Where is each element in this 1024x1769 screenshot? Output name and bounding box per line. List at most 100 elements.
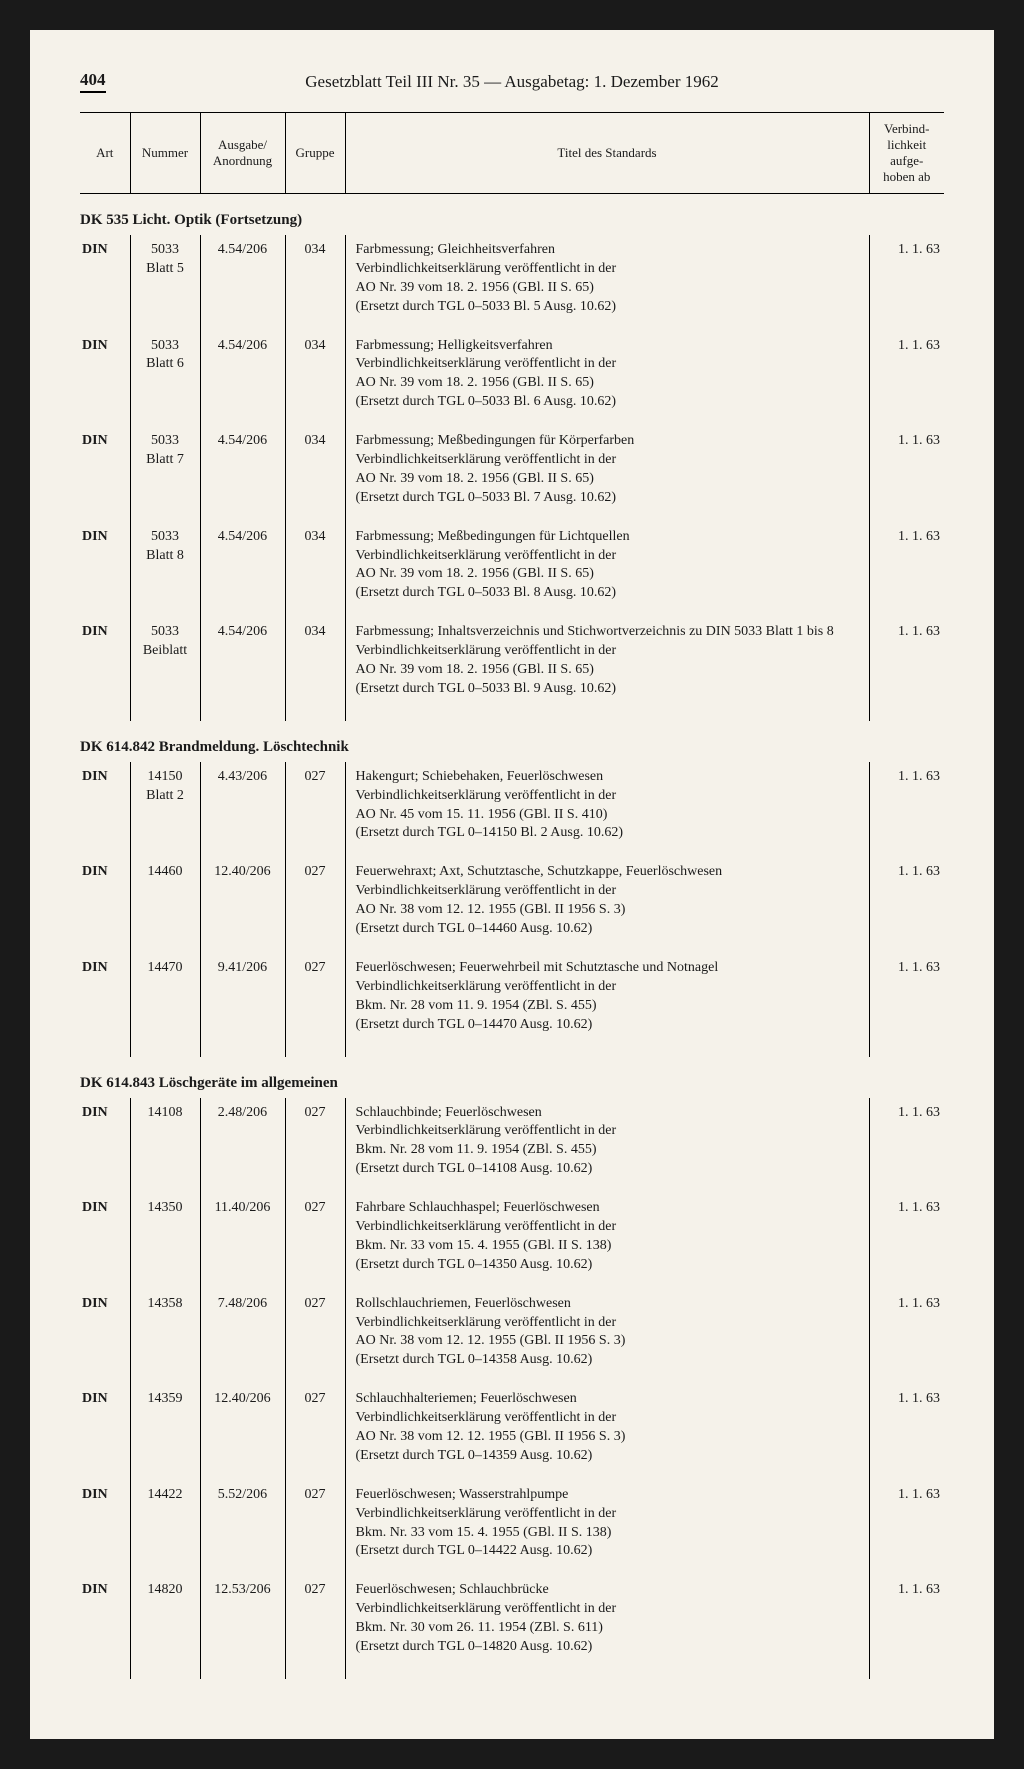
cell-ausgabe: 12.53/206 xyxy=(200,1575,285,1671)
cell-nummer: 14108 xyxy=(130,1098,200,1194)
cell-titel: Farbmessung; GleichheitsverfahrenVerbind… xyxy=(345,235,869,331)
cell-gruppe: 027 xyxy=(285,762,345,858)
cell-gruppe: 027 xyxy=(285,1098,345,1194)
cell-art: DIN xyxy=(80,857,130,953)
cell-art: DIN xyxy=(80,953,130,1049)
header-verbind: Verbind-lichkeitaufge-hoben ab xyxy=(869,113,944,194)
header-gruppe: Gruppe xyxy=(285,113,345,194)
table-row: DIN1435912.40/206027Schlauchhalteriemen;… xyxy=(80,1384,944,1480)
cell-titel: Rollschlauchriemen, FeuerlöschwesenVerbi… xyxy=(345,1289,869,1385)
table-header-row: Art Nummer Ausgabe/Anordnung Gruppe Tite… xyxy=(80,113,944,194)
cell-art: DIN xyxy=(80,1289,130,1385)
cell-ausgabe: 4.54/206 xyxy=(200,426,285,522)
table-row: DIN5033Beiblatt4.54/206034Farbmessung; I… xyxy=(80,617,944,713)
cell-verbind: 1. 1. 63 xyxy=(869,1575,944,1671)
cell-verbind: 1. 1. 63 xyxy=(869,1098,944,1194)
cell-gruppe: 034 xyxy=(285,331,345,427)
cell-nummer: 14358 xyxy=(130,1289,200,1385)
cell-ausgabe: 4.43/206 xyxy=(200,762,285,858)
cell-art: DIN xyxy=(80,235,130,331)
cell-nummer: 5033Blatt 6 xyxy=(130,331,200,427)
cell-verbind: 1. 1. 63 xyxy=(869,522,944,618)
cell-art: DIN xyxy=(80,426,130,522)
cell-titel: Schlauchhalteriemen; FeuerlöschwesenVerb… xyxy=(345,1384,869,1480)
section-heading: DK 535 Licht. Optik (Fortsetzung) xyxy=(80,194,944,236)
cell-gruppe: 027 xyxy=(285,1575,345,1671)
cell-ausgabe: 7.48/206 xyxy=(200,1289,285,1385)
cell-nummer: 5033Blatt 7 xyxy=(130,426,200,522)
table-row: DIN144709.41/206027Feuerlöschwesen; Feue… xyxy=(80,953,944,1049)
cell-ausgabe: 9.41/206 xyxy=(200,953,285,1049)
cell-ausgabe: 2.48/206 xyxy=(200,1098,285,1194)
cell-verbind: 1. 1. 63 xyxy=(869,235,944,331)
cell-titel: Hakengurt; Schiebehaken, Feuerlöschwesen… xyxy=(345,762,869,858)
cell-titel: Farbmessung; Meßbedingungen für Körperfa… xyxy=(345,426,869,522)
cell-ausgabe: 4.54/206 xyxy=(200,617,285,713)
cell-verbind: 1. 1. 63 xyxy=(869,1480,944,1576)
cell-nummer: 14422 xyxy=(130,1480,200,1576)
cell-gruppe: 027 xyxy=(285,1193,345,1289)
table-row: DIN5033Blatt 74.54/206034Farbmessung; Me… xyxy=(80,426,944,522)
cell-nummer: 14350 xyxy=(130,1193,200,1289)
table-row: DIN14150Blatt 24.43/206027Hakengurt; Sch… xyxy=(80,762,944,858)
cell-verbind: 1. 1. 63 xyxy=(869,762,944,858)
table-row: DIN143587.48/206027Rollschlauchriemen, F… xyxy=(80,1289,944,1385)
cell-verbind: 1. 1. 63 xyxy=(869,617,944,713)
cell-gruppe: 027 xyxy=(285,1480,345,1576)
cell-ausgabe: 11.40/206 xyxy=(200,1193,285,1289)
header-art: Art xyxy=(80,113,130,194)
section-heading: DK 614.843 Löschgeräte im allgemeinen xyxy=(80,1057,944,1098)
cell-art: DIN xyxy=(80,1575,130,1671)
cell-nummer: 14820 xyxy=(130,1575,200,1671)
cell-titel: Feuerlöschwesen; SchlauchbrückeVerbindli… xyxy=(345,1575,869,1671)
section-heading: DK 614.842 Brandmeldung. Löschtechnik xyxy=(80,721,944,762)
cell-art: DIN xyxy=(80,1480,130,1576)
cell-ausgabe: 4.54/206 xyxy=(200,331,285,427)
cell-gruppe: 034 xyxy=(285,617,345,713)
cell-verbind: 1. 1. 63 xyxy=(869,953,944,1049)
cell-ausgabe: 12.40/206 xyxy=(200,857,285,953)
cell-nummer: 14460 xyxy=(130,857,200,953)
table-row: DIN144225.52/206027Feuerlöschwesen; Wass… xyxy=(80,1480,944,1576)
cell-nummer: 14470 xyxy=(130,953,200,1049)
cell-verbind: 1. 1. 63 xyxy=(869,1384,944,1480)
cell-nummer: 5033Blatt 5 xyxy=(130,235,200,331)
document-page: 404 Gesetzblatt Teil III Nr. 35 — Ausgab… xyxy=(30,30,994,1739)
cell-nummer: 5033Beiblatt xyxy=(130,617,200,713)
standards-table: Art Nummer Ausgabe/Anordnung Gruppe Tite… xyxy=(80,112,944,1679)
cell-art: DIN xyxy=(80,1098,130,1194)
cell-art: DIN xyxy=(80,522,130,618)
page-number: 404 xyxy=(80,70,106,93)
cell-titel: Farbmessung; Meßbedingungen für Lichtque… xyxy=(345,522,869,618)
table-row: DIN141082.48/206027Schlauchbinde; Feuerl… xyxy=(80,1098,944,1194)
table-row: DIN1482012.53/206027Feuerlöschwesen; Sch… xyxy=(80,1575,944,1671)
cell-verbind: 1. 1. 63 xyxy=(869,1289,944,1385)
header-titel: Titel des Standards xyxy=(345,113,869,194)
table-row: DIN1446012.40/206027Feuerwehraxt; Axt, S… xyxy=(80,857,944,953)
cell-titel: Farbmessung; Inhaltsverzeichnis und Stic… xyxy=(345,617,869,713)
cell-gruppe: 034 xyxy=(285,426,345,522)
table-row: DIN1435011.40/206027Fahrbare Schlauchhas… xyxy=(80,1193,944,1289)
cell-verbind: 1. 1. 63 xyxy=(869,857,944,953)
cell-gruppe: 034 xyxy=(285,522,345,618)
cell-titel: Feuerwehraxt; Axt, Schutztasche, Schutzk… xyxy=(345,857,869,953)
cell-gruppe: 027 xyxy=(285,1384,345,1480)
cell-nummer: 14359 xyxy=(130,1384,200,1480)
cell-nummer: 5033Blatt 8 xyxy=(130,522,200,618)
header-nummer: Nummer xyxy=(130,113,200,194)
cell-gruppe: 027 xyxy=(285,1289,345,1385)
cell-titel: Feuerlöschwesen; WasserstrahlpumpeVerbin… xyxy=(345,1480,869,1576)
cell-verbind: 1. 1. 63 xyxy=(869,1193,944,1289)
cell-titel: Farbmessung; HelligkeitsverfahrenVerbind… xyxy=(345,331,869,427)
cell-art: DIN xyxy=(80,617,130,713)
table-row: DIN5033Blatt 84.54/206034Farbmessung; Me… xyxy=(80,522,944,618)
cell-titel: Feuerlöschwesen; Feuerwehrbeil mit Schut… xyxy=(345,953,869,1049)
cell-art: DIN xyxy=(80,762,130,858)
cell-art: DIN xyxy=(80,1384,130,1480)
cell-titel: Schlauchbinde; FeuerlöschwesenVerbindlic… xyxy=(345,1098,869,1194)
page-title: Gesetzblatt Teil III Nr. 35 — Ausgabetag… xyxy=(80,70,944,92)
table-row: DIN5033Blatt 54.54/206034Farbmessung; Gl… xyxy=(80,235,944,331)
cell-nummer: 14150Blatt 2 xyxy=(130,762,200,858)
cell-verbind: 1. 1. 63 xyxy=(869,426,944,522)
cell-gruppe: 027 xyxy=(285,953,345,1049)
